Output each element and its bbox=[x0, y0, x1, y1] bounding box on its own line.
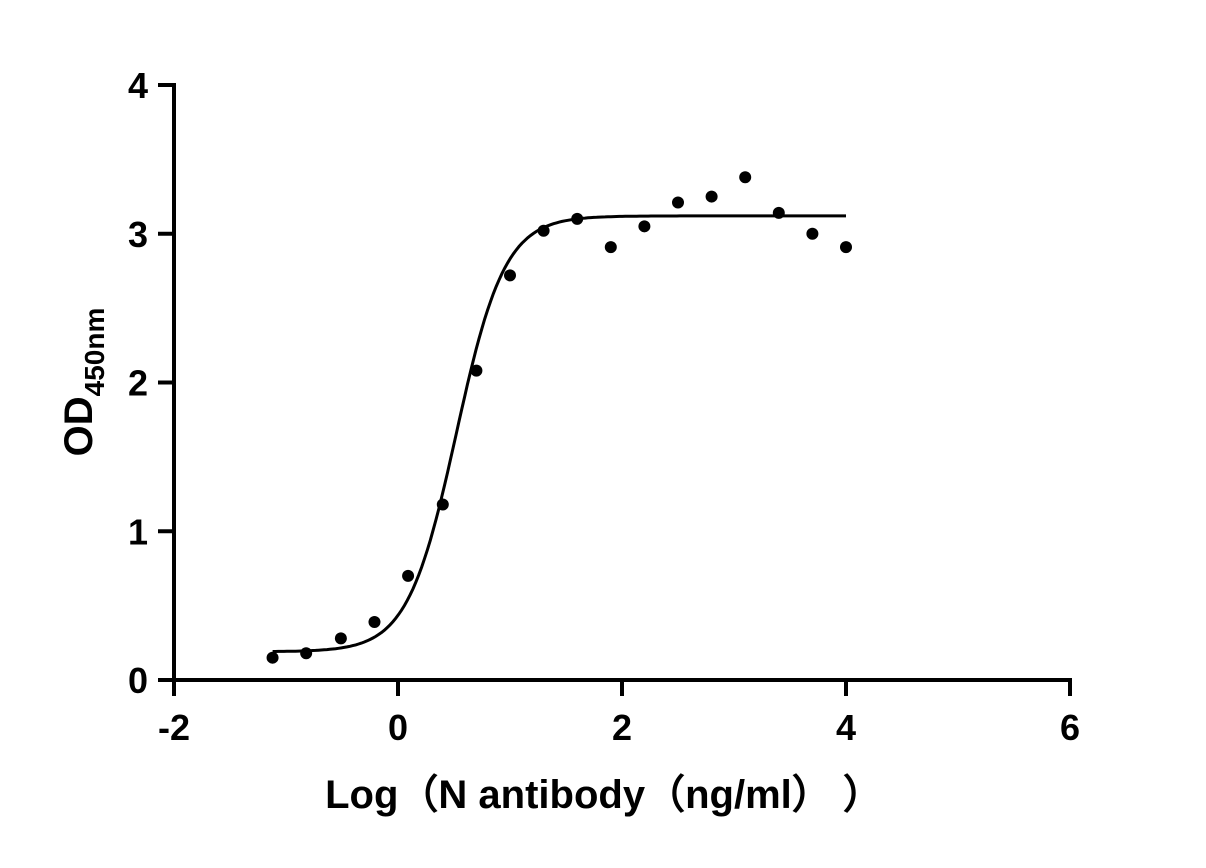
fit-curve bbox=[272, 214, 846, 653]
x-axis-label: Log（N antibody（ng/ml） ） bbox=[325, 773, 883, 817]
data-point bbox=[504, 269, 516, 282]
x-tick-label: 6 bbox=[1060, 707, 1080, 748]
data-point bbox=[705, 190, 718, 203]
data-point bbox=[638, 220, 651, 233]
data-point bbox=[402, 569, 415, 582]
data-point bbox=[739, 171, 752, 184]
x-tick-label: -2 bbox=[158, 707, 190, 748]
data-point bbox=[470, 364, 483, 377]
data-point bbox=[537, 224, 550, 237]
y-tick-label: 0 bbox=[128, 660, 148, 701]
data-point bbox=[436, 498, 449, 511]
x-tick-label: 4 bbox=[836, 707, 856, 748]
y-tick-label: 2 bbox=[128, 363, 148, 404]
y-tick-label: 3 bbox=[128, 214, 148, 255]
data-point bbox=[840, 241, 852, 254]
data-point bbox=[806, 227, 819, 240]
data-point bbox=[334, 632, 347, 645]
data-point bbox=[772, 206, 785, 219]
data-point bbox=[368, 615, 381, 628]
plot-area bbox=[266, 171, 852, 664]
y-tick-label: 1 bbox=[128, 511, 148, 552]
data-point bbox=[672, 196, 684, 209]
y-tick-label: 4 bbox=[128, 65, 148, 106]
x-tick-label: 2 bbox=[612, 707, 632, 748]
data-point bbox=[571, 212, 584, 225]
data-point bbox=[266, 651, 279, 664]
data-point bbox=[604, 241, 617, 254]
x-tick-label: 0 bbox=[388, 707, 408, 748]
data-point bbox=[300, 647, 313, 660]
y-axis-label: OD450nm bbox=[57, 308, 110, 457]
